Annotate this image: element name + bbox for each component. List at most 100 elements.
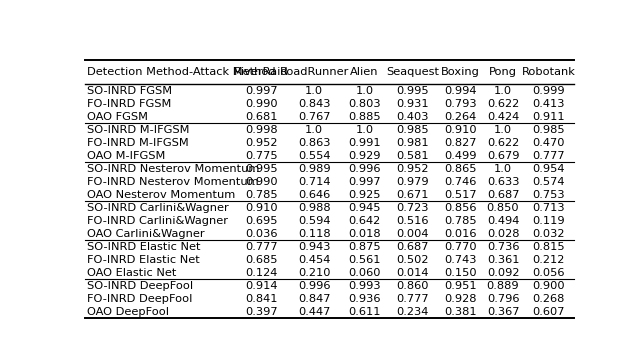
- Text: 0.865: 0.865: [444, 164, 476, 174]
- Text: 0.361: 0.361: [487, 255, 519, 265]
- Text: 0.517: 0.517: [444, 190, 477, 200]
- Text: 0.685: 0.685: [245, 255, 278, 265]
- Text: 0.594: 0.594: [298, 216, 330, 226]
- Text: 0.671: 0.671: [396, 190, 429, 200]
- Text: Seaquest: Seaquest: [386, 67, 439, 78]
- Text: 0.403: 0.403: [396, 112, 429, 122]
- Text: 0.863: 0.863: [298, 138, 330, 148]
- Text: 0.753: 0.753: [532, 190, 564, 200]
- Text: 0.889: 0.889: [486, 281, 519, 291]
- Text: 0.687: 0.687: [487, 190, 519, 200]
- Text: RiverRaid: RiverRaid: [234, 67, 289, 78]
- Text: 0.827: 0.827: [444, 138, 476, 148]
- Text: 1.0: 1.0: [355, 125, 374, 135]
- Text: 0.929: 0.929: [348, 151, 381, 161]
- Text: 0.367: 0.367: [487, 307, 519, 317]
- Text: Alien: Alien: [350, 67, 379, 78]
- Text: 0.796: 0.796: [487, 294, 519, 304]
- Text: 0.997: 0.997: [245, 86, 278, 96]
- Text: 0.736: 0.736: [487, 242, 519, 252]
- Text: 1.0: 1.0: [494, 164, 512, 174]
- Text: 0.985: 0.985: [396, 125, 429, 135]
- Text: 0.952: 0.952: [245, 138, 278, 148]
- Text: SO-INRD M-IFGSM: SO-INRD M-IFGSM: [88, 125, 190, 135]
- Text: 0.561: 0.561: [348, 255, 381, 265]
- Text: 0.860: 0.860: [396, 281, 429, 291]
- Text: FO-INRD M-IFGSM: FO-INRD M-IFGSM: [88, 138, 189, 148]
- Text: FO-INRD FGSM: FO-INRD FGSM: [88, 99, 172, 109]
- Text: 0.979: 0.979: [396, 177, 429, 187]
- Text: SO-INRD Elastic Net: SO-INRD Elastic Net: [88, 242, 201, 252]
- Text: FO-INRD Elastic Net: FO-INRD Elastic Net: [88, 255, 200, 265]
- Text: 0.743: 0.743: [444, 255, 476, 265]
- Text: 0.210: 0.210: [298, 268, 330, 278]
- Text: Pong: Pong: [489, 67, 517, 78]
- Text: 0.993: 0.993: [348, 281, 381, 291]
- Text: 0.914: 0.914: [245, 281, 278, 291]
- Text: Detection Method-Attack Method: Detection Method-Attack Method: [88, 67, 276, 78]
- Text: 0.014: 0.014: [396, 268, 429, 278]
- Text: 0.985: 0.985: [532, 125, 564, 135]
- Text: 0.004: 0.004: [396, 229, 429, 239]
- Text: 0.910: 0.910: [444, 125, 477, 135]
- Text: 0.911: 0.911: [532, 112, 564, 122]
- Text: 0.454: 0.454: [298, 255, 330, 265]
- Text: 0.032: 0.032: [532, 229, 564, 239]
- Text: 0.264: 0.264: [444, 112, 476, 122]
- Text: 0.777: 0.777: [245, 242, 278, 252]
- Text: OAO Elastic Net: OAO Elastic Net: [88, 268, 177, 278]
- Text: 0.775: 0.775: [245, 151, 278, 161]
- Text: 0.999: 0.999: [532, 86, 564, 96]
- Text: FO-INRD Carlini&Wagner: FO-INRD Carlini&Wagner: [88, 216, 228, 226]
- Text: SO-INRD Carlini&Wagner: SO-INRD Carlini&Wagner: [88, 203, 229, 213]
- Text: 0.092: 0.092: [487, 268, 519, 278]
- Text: SO-INRD DeepFool: SO-INRD DeepFool: [88, 281, 193, 291]
- Text: 0.016: 0.016: [444, 229, 476, 239]
- Text: 0.847: 0.847: [298, 294, 330, 304]
- Text: 0.060: 0.060: [348, 268, 381, 278]
- Text: 0.850: 0.850: [486, 203, 519, 213]
- Text: 0.785: 0.785: [444, 216, 477, 226]
- Text: 0.607: 0.607: [532, 307, 564, 317]
- Text: OAO M-IFGSM: OAO M-IFGSM: [88, 151, 166, 161]
- Text: 0.996: 0.996: [348, 164, 381, 174]
- Text: 0.268: 0.268: [532, 294, 564, 304]
- Text: 0.990: 0.990: [245, 99, 278, 109]
- Text: 0.679: 0.679: [487, 151, 519, 161]
- Text: 0.945: 0.945: [348, 203, 381, 213]
- Text: 0.622: 0.622: [487, 99, 519, 109]
- Text: 0.714: 0.714: [298, 177, 330, 187]
- Text: 0.622: 0.622: [487, 138, 519, 148]
- Text: 0.713: 0.713: [532, 203, 564, 213]
- Text: 0.995: 0.995: [245, 164, 278, 174]
- Text: 0.056: 0.056: [532, 268, 564, 278]
- Text: 0.943: 0.943: [298, 242, 330, 252]
- Text: RoadRunner: RoadRunner: [280, 67, 349, 78]
- Text: 0.124: 0.124: [245, 268, 277, 278]
- Text: 0.931: 0.931: [396, 99, 429, 109]
- Text: 0.018: 0.018: [348, 229, 381, 239]
- Text: 0.413: 0.413: [532, 99, 564, 109]
- Text: 1.0: 1.0: [305, 125, 323, 135]
- Text: 0.900: 0.900: [532, 281, 564, 291]
- Text: 0.990: 0.990: [245, 177, 278, 187]
- Text: 0.936: 0.936: [348, 294, 381, 304]
- Text: 0.997: 0.997: [348, 177, 381, 187]
- Text: 0.746: 0.746: [444, 177, 476, 187]
- Text: 0.381: 0.381: [444, 307, 477, 317]
- Text: 0.777: 0.777: [396, 294, 429, 304]
- Text: FO-INRD DeepFool: FO-INRD DeepFool: [88, 294, 193, 304]
- Text: 1.0: 1.0: [355, 86, 374, 96]
- Text: 0.642: 0.642: [348, 216, 381, 226]
- Text: 0.633: 0.633: [487, 177, 519, 187]
- Text: 0.554: 0.554: [298, 151, 330, 161]
- Text: 0.119: 0.119: [532, 216, 564, 226]
- Text: 0.793: 0.793: [444, 99, 477, 109]
- Text: 0.928: 0.928: [444, 294, 476, 304]
- Text: 0.815: 0.815: [532, 242, 564, 252]
- Text: 1.0: 1.0: [494, 125, 512, 135]
- Text: 0.995: 0.995: [396, 86, 429, 96]
- Text: 0.723: 0.723: [396, 203, 429, 213]
- Text: 0.988: 0.988: [298, 203, 330, 213]
- Text: OAO DeepFool: OAO DeepFool: [88, 307, 170, 317]
